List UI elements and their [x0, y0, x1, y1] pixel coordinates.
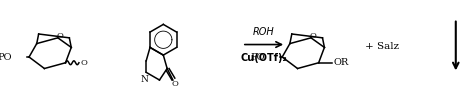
Text: OR: OR — [334, 58, 349, 67]
Text: + Salz: + Salz — [365, 42, 399, 51]
Text: O: O — [56, 32, 63, 40]
Text: O: O — [310, 32, 316, 40]
Text: N: N — [140, 75, 148, 84]
Text: O: O — [172, 80, 178, 88]
Text: PO: PO — [0, 52, 12, 61]
Text: O: O — [81, 59, 88, 67]
Text: ROH: ROH — [253, 27, 275, 37]
Text: PO: PO — [250, 52, 265, 61]
Text: Cu(OTf)₂: Cu(OTf)₂ — [241, 53, 287, 63]
